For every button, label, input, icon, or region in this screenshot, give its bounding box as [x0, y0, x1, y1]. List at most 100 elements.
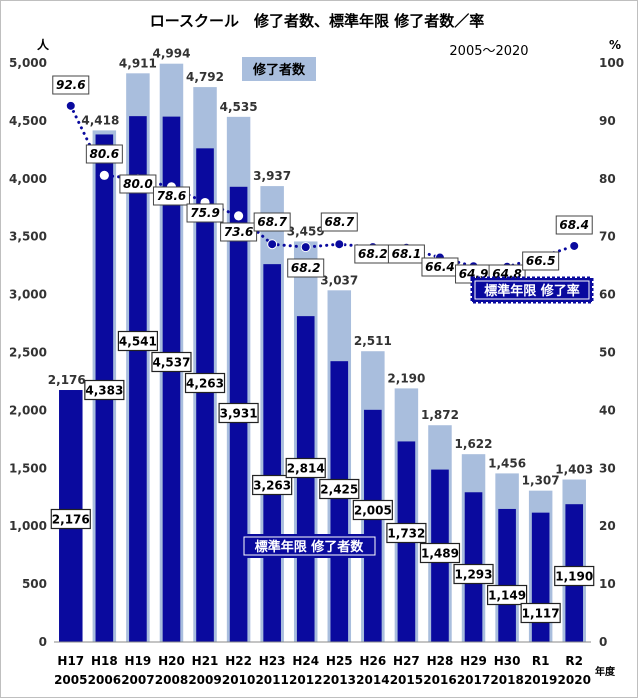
- left-tick-label: 5,000: [9, 56, 47, 70]
- standard-value-box: [285, 457, 326, 479]
- legend-total-label: 修了者数: [252, 62, 306, 78]
- rate-value-label: 80.0: [123, 177, 153, 191]
- legend-rate: 標準年限 修了率: [470, 276, 594, 304]
- x-category-year: 2009: [188, 673, 221, 687]
- total-value-label: 1,307: [522, 474, 560, 488]
- x-category-era: H23: [259, 654, 286, 668]
- standard-value-box: [520, 602, 561, 624]
- standard-value-box: [117, 330, 159, 352]
- x-category-year: 2019: [524, 673, 557, 687]
- x-axis-unit: 年度: [595, 665, 616, 678]
- x-category-year: 2007: [121, 673, 154, 687]
- legend-total: 修了者数: [242, 57, 316, 81]
- right-tick-label: 0: [599, 635, 607, 649]
- rate-value-box: [522, 251, 560, 271]
- left-tick-label: 4,000: [9, 172, 47, 186]
- rate-value-box: [220, 222, 258, 242]
- standard-value-label: 1,293: [455, 568, 493, 582]
- legend-rate-box: [470, 276, 594, 304]
- x-category-year: 2020: [558, 673, 591, 687]
- rate-value-label: 68.7: [324, 215, 354, 229]
- rate-value-box: [152, 186, 190, 206]
- left-tick-label: 3,000: [9, 288, 47, 302]
- right-axis-ticks: 0 10 20 30 40 50 60 70 80 90 100: [599, 56, 624, 649]
- x-category-era: H28: [427, 654, 454, 668]
- rate-marker: [334, 239, 345, 250]
- standard-bar: [364, 409, 382, 642]
- rate-value-box: [186, 203, 224, 223]
- right-tick-label: 90: [599, 114, 616, 128]
- rate-value-label: 78.6: [157, 189, 187, 203]
- legend-standard: 標準年限 修了者数: [241, 534, 378, 558]
- standard-value-box: [352, 499, 393, 521]
- rate-value-label: 68.2: [358, 247, 388, 261]
- rate-value-label: 80.6: [90, 147, 120, 161]
- total-value-label: 1,872: [421, 408, 459, 422]
- x-category-year: 2011: [255, 673, 288, 687]
- rate-marker: [232, 209, 245, 223]
- x-axis-categories: H172005H182006H192007H202008H212009H2220…: [54, 654, 591, 687]
- standard-value-label: 1,732: [387, 527, 425, 541]
- standard-value-label: 3,263: [253, 479, 291, 493]
- total-value-label: 3,037: [320, 273, 358, 287]
- standard-value-box: [252, 474, 293, 496]
- right-tick-label: 70: [599, 230, 616, 244]
- x-category-era: H27: [393, 654, 420, 668]
- rate-marker: [569, 240, 580, 251]
- left-tick-label: 3,500: [9, 230, 47, 244]
- legend-total-box: [242, 57, 316, 81]
- standard-value-box: [486, 584, 528, 606]
- left-tick-label: 1,500: [9, 461, 47, 475]
- rate-value-label: 68.1: [392, 247, 422, 261]
- standard-value-box: [386, 522, 427, 544]
- total-value-label: 3,459: [287, 224, 325, 238]
- rate-value-box: [253, 212, 291, 232]
- x-category-era: H19: [125, 654, 152, 668]
- x-category-era: H25: [326, 654, 353, 668]
- right-tick-label: 40: [599, 403, 616, 417]
- standard-value-box: [419, 542, 461, 564]
- standard-value-label: 1,117: [522, 607, 560, 621]
- standard-bar: [263, 264, 281, 642]
- rate-value-box: [387, 244, 425, 264]
- right-tick-label: 20: [599, 519, 616, 533]
- right-tick-label: 10: [599, 577, 616, 591]
- x-category-year: 2018: [490, 673, 523, 687]
- left-tick-label: 2,000: [9, 403, 47, 417]
- x-category-year: 2005: [54, 673, 87, 687]
- rate-marker: [65, 100, 76, 111]
- x-category-era: H26: [359, 654, 386, 668]
- rate-marker: [267, 239, 278, 250]
- rate-value-label: 66.4: [425, 260, 455, 274]
- standard-value-label: 1,190: [555, 570, 593, 584]
- rate-value-label: 68.7: [257, 215, 287, 229]
- standard-bar: [162, 116, 181, 642]
- x-category-year: 2013: [323, 673, 356, 687]
- x-category-era: H21: [192, 654, 219, 668]
- chart-title: ロースクール 修了者数、標準年限 修了者数／率: [150, 12, 484, 30]
- right-tick-label: 100: [599, 56, 624, 70]
- right-tick-label: 30: [599, 461, 616, 475]
- standard-value-label: 4,537: [152, 356, 190, 370]
- total-value-label: 1,622: [455, 437, 493, 451]
- x-category-era: R1: [532, 654, 550, 668]
- standard-bars: [59, 116, 584, 642]
- standard-value-label: 2,005: [354, 504, 392, 518]
- standard-value-box: [218, 402, 259, 424]
- standard-value-box: [554, 565, 595, 587]
- total-value-label: 2,190: [387, 371, 425, 385]
- standard-value-box: [50, 508, 91, 530]
- x-category-year: 2017: [457, 673, 490, 687]
- standard-value-label: 2,814: [287, 462, 325, 476]
- total-value-label: 4,535: [220, 100, 258, 114]
- standard-value-label: 4,263: [186, 377, 224, 391]
- total-value-label: 2,511: [354, 334, 392, 348]
- x-category-era: H29: [460, 654, 487, 668]
- x-category-year: 2016: [423, 673, 456, 687]
- total-value-label: 4,792: [186, 70, 224, 84]
- standard-value-label: 4,383: [85, 384, 123, 398]
- right-tick-label: 50: [599, 346, 616, 360]
- rate-marker: [97, 168, 111, 182]
